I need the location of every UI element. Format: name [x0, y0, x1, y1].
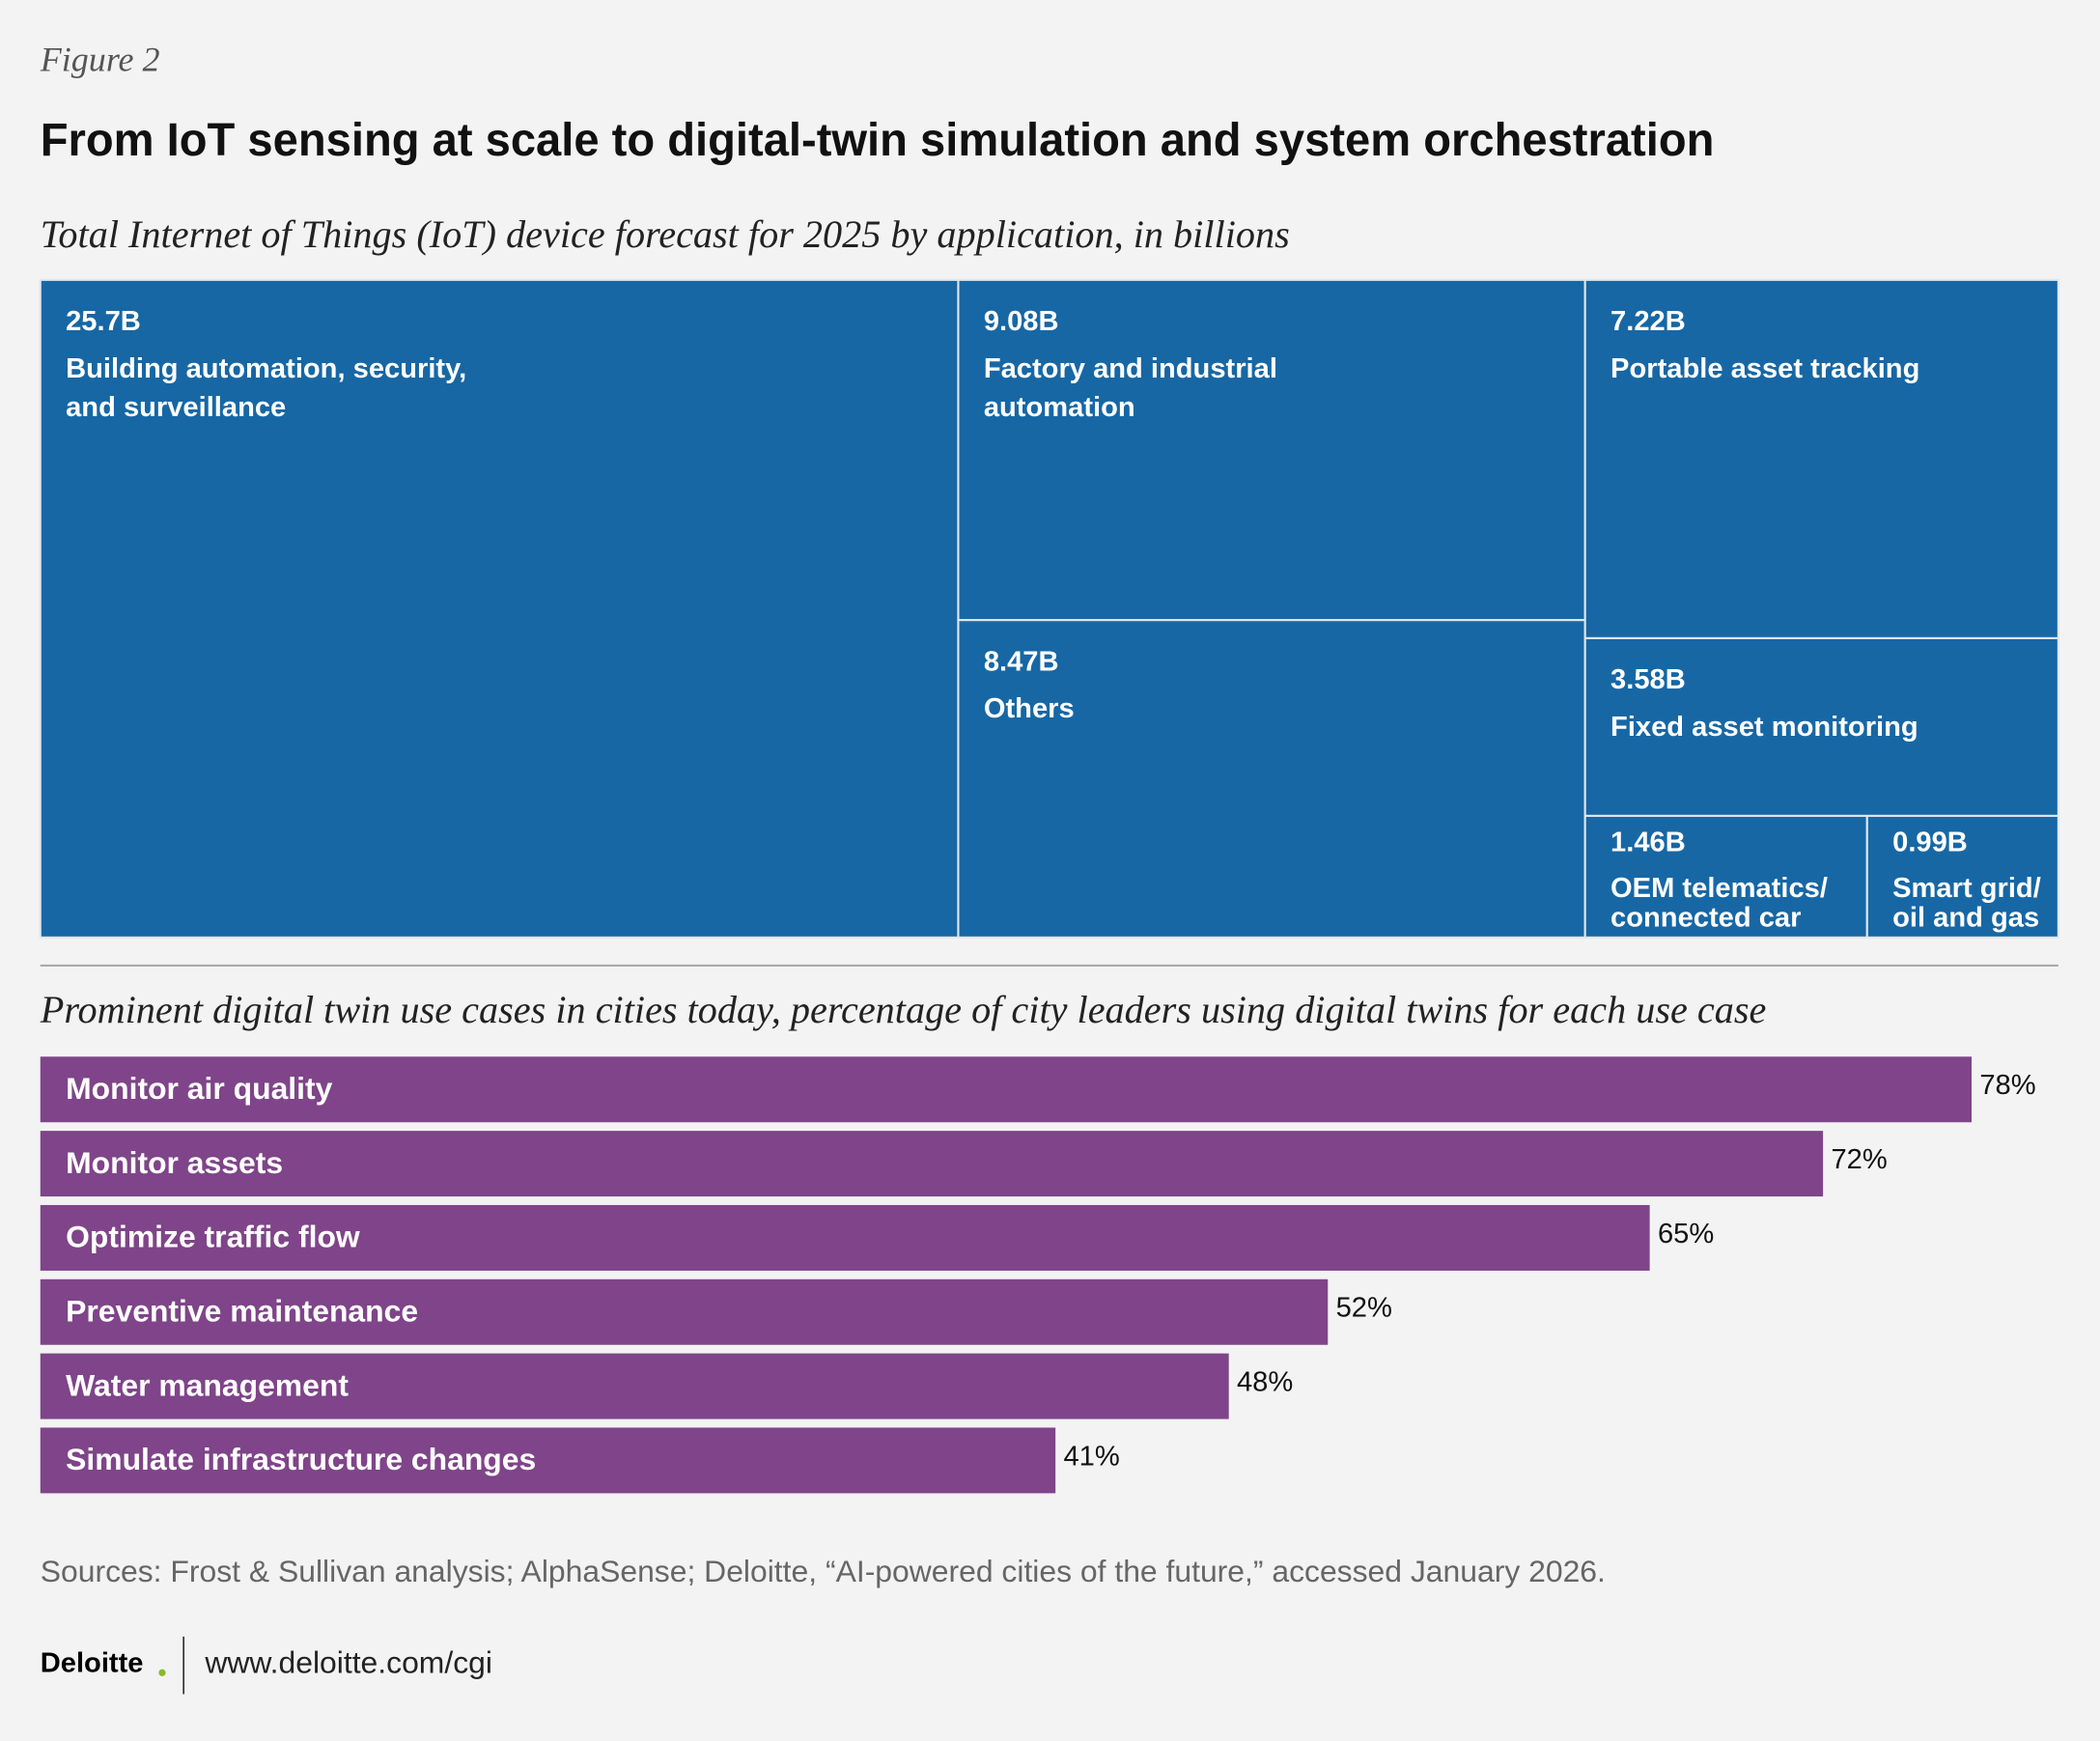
brand: Deloitte [41, 1648, 144, 1679]
value-label: 65% [1658, 1219, 1714, 1250]
treemap-cell [1865, 814, 2059, 939]
value-label: 72% [1831, 1144, 1887, 1175]
cell-label: Building automation, security, and survei… [66, 352, 466, 422]
bar [40, 1427, 1056, 1494]
value-label: 52% [1336, 1293, 1392, 1324]
brand-dot [158, 1669, 166, 1676]
url: www.deloitte.com/cgi [204, 1644, 492, 1679]
bar-label: Water management [66, 1367, 349, 1402]
bar-label: Preventive maintenance [66, 1294, 418, 1329]
value-label: 48% [1237, 1367, 1293, 1398]
cell-value-label: 25.7B [66, 306, 141, 337]
bar-label: Monitor assets [66, 1145, 283, 1180]
bar-label: Monitor air quality [66, 1071, 333, 1106]
treemap-cell [1583, 278, 2059, 639]
treemap-cell [1583, 636, 2059, 817]
chart-title: Prominent digital twin use cases in citi… [40, 988, 1767, 1031]
treemap-cell [39, 278, 960, 939]
cell-value-label: 8.47B [984, 646, 1059, 677]
cell-label: Factory and industrial automation [984, 352, 1277, 422]
cell-value-label: 0.99B [1892, 828, 1968, 858]
bar [40, 1131, 1824, 1197]
value-label: 41% [1063, 1441, 1119, 1472]
treemap-cell [957, 619, 1586, 939]
figure-label: Figure 2 [40, 40, 160, 78]
cell-label: Portable asset tracking [1610, 352, 1919, 383]
treemap-cell [1583, 814, 1868, 939]
bar [40, 1056, 1973, 1123]
title: From IoT sensing at scale to digital-twi… [41, 114, 1715, 166]
cell-label: OEM telematics/connected car [1610, 873, 1828, 934]
bar-label: Optimize traffic flow [66, 1220, 360, 1254]
value-label: 78% [1979, 1070, 2035, 1101]
cell-value-label: 9.08B [984, 306, 1059, 337]
cell-label: Others [984, 693, 1075, 724]
treemap-cell [957, 278, 1586, 622]
chart-title: Total Internet of Things (IoT) device fo… [41, 212, 1290, 256]
cell-label: Smart grid/oil and gas [1892, 873, 2041, 934]
bar [40, 1278, 1329, 1345]
cell-value-label: 7.22B [1610, 306, 1686, 337]
bar-label: Simulate infrastructure changes [66, 1442, 536, 1476]
sources: Sources: Frost & Sullivan analysis; Alph… [41, 1554, 1606, 1588]
cell-value-label: 3.58B [1610, 664, 1686, 695]
bar [40, 1353, 1229, 1419]
bar [40, 1204, 1650, 1271]
cell-value-label: 1.46B [1610, 828, 1686, 858]
cell-label: Fixed asset monitoring [1610, 712, 1918, 743]
